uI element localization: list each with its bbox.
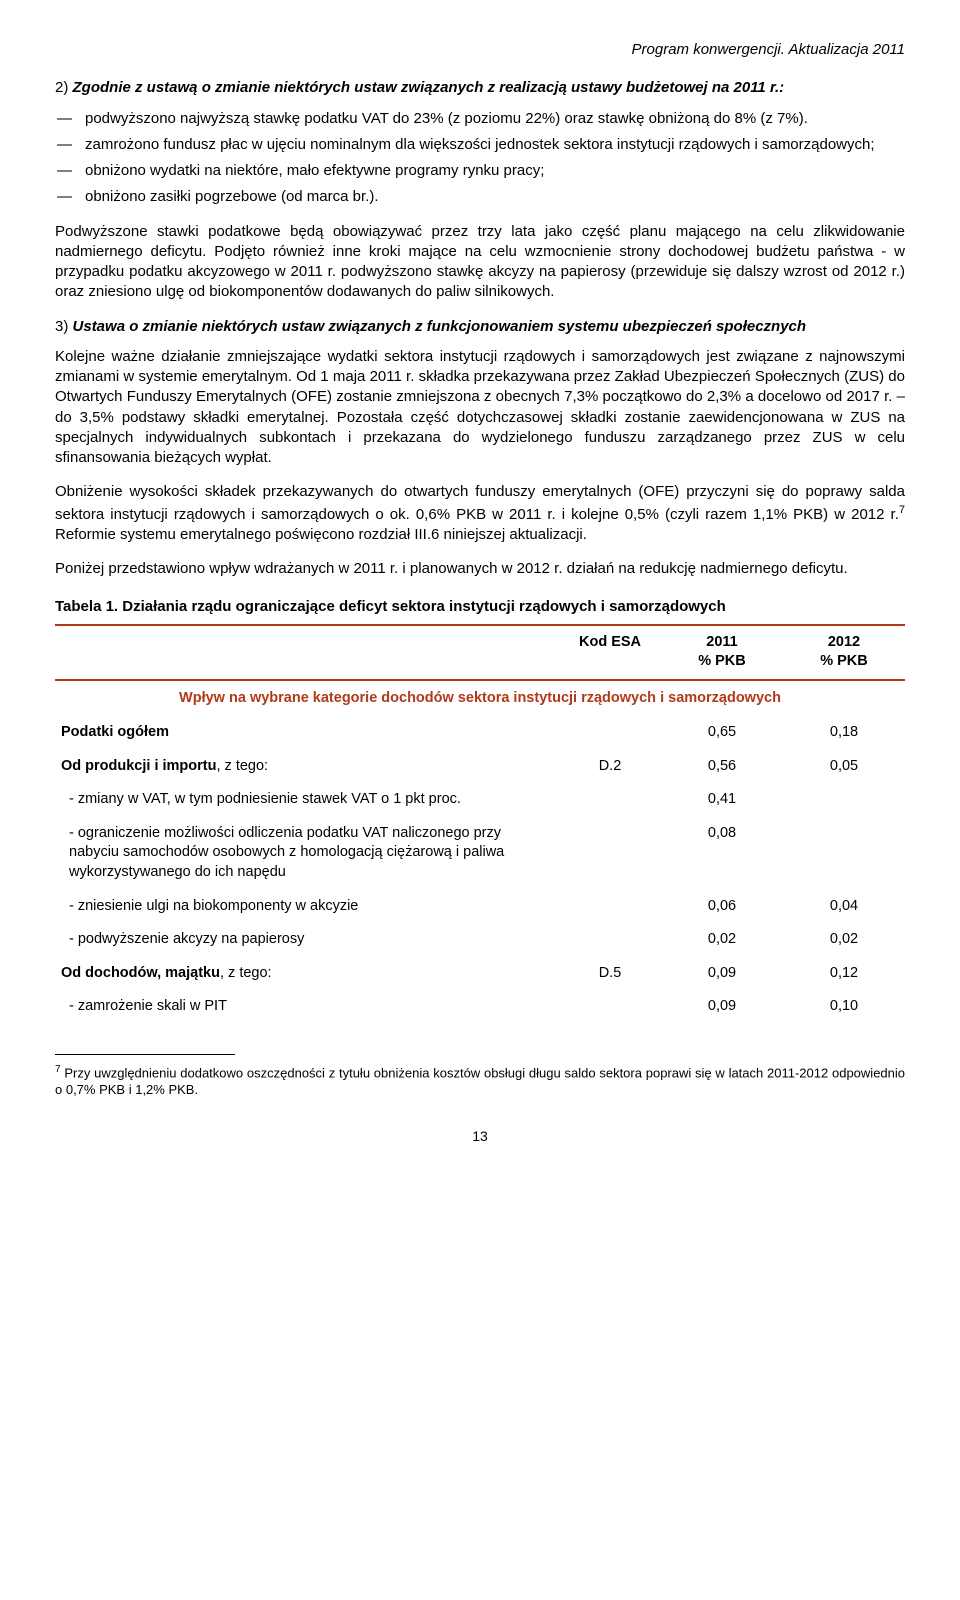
deficit-table-body: Wpływ na wybrane kategorie dochodów sekt…	[55, 681, 905, 1024]
bullet-text: obniżono zasiłki pogrzebowe (od marca br…	[85, 187, 905, 207]
row-y1: 0,41	[661, 783, 783, 817]
row-label: Od produkcji i importu, z tego:	[55, 750, 559, 784]
row-y1: 0,09	[661, 990, 783, 1024]
row-label: Podatki ogółem	[55, 716, 559, 750]
bullet-item: — obniżono wydatki na niektóre, mało efe…	[55, 161, 905, 181]
row-y2: 0,18	[783, 716, 905, 750]
bullet-text: zamrożono fundusz płac w ujęciu nominaln…	[85, 135, 905, 155]
col-2011-unit: % PKB	[667, 652, 777, 672]
row-y2: 0,10	[783, 990, 905, 1024]
col-2012-year: 2012	[789, 633, 899, 653]
row-label: - ograniczenie możliwości odliczenia pod…	[55, 817, 559, 890]
row-label: - zamrożenie skali w PIT	[55, 990, 559, 1024]
bullet-text: obniżono wydatki na niektóre, mało efekt…	[85, 161, 905, 181]
table-subheader-row: Wpływ na wybrane kategorie dochodów sekt…	[55, 681, 905, 717]
row-esa	[559, 923, 661, 957]
col-2011-header: 2011 % PKB	[661, 626, 783, 679]
footnote-ref: 7	[899, 504, 905, 516]
section-2-lead: 2) Zgodnie z ustawą o zmianie niektórych…	[55, 78, 905, 98]
col-esa-header: Kod ESA	[559, 626, 661, 679]
section-3-lead: 3) Ustawa o zmianie niektórych ustaw zwi…	[55, 317, 905, 337]
row-y2: 0,05	[783, 750, 905, 784]
row-y1: 0,08	[661, 817, 783, 890]
row-y1: 0,02	[661, 923, 783, 957]
running-header: Program konwergencji. Aktualizacja 2011	[55, 40, 905, 60]
section-3-title: Ustawa o zmianie niektórych ustaw związa…	[73, 318, 807, 335]
row-esa	[559, 990, 661, 1024]
table-row: - zmiany w VAT, w tym podniesienie stawe…	[55, 783, 905, 817]
section-3-paragraph-3: Poniżej przedstawiono wpływ wdrażanych w…	[55, 559, 905, 579]
table-header-row: Kod ESA 2011 % PKB 2012 % PKB	[55, 626, 905, 679]
table-subheader: Wpływ na wybrane kategorie dochodów sekt…	[55, 681, 905, 717]
footnote-text: Przy uwzględnieniu dodatkowo oszczędnośc…	[55, 1065, 905, 1097]
footnote-separator	[55, 1054, 235, 1055]
section-3-number: 3)	[55, 318, 73, 335]
table-row: - ograniczenie możliwości odliczenia pod…	[55, 817, 905, 890]
row-y2: 0,04	[783, 890, 905, 924]
row-y1: 0,56	[661, 750, 783, 784]
table-row: Od dochodów, majątku, z tego: D.5 0,09 0…	[55, 957, 905, 991]
para2-pre: Obniżenie wysokości składek przekazywany…	[55, 483, 905, 522]
row-esa: D.2	[559, 750, 661, 784]
row-esa	[559, 783, 661, 817]
bullet-dash-icon: —	[55, 161, 85, 181]
row-esa	[559, 890, 661, 924]
row-esa	[559, 817, 661, 890]
row-y2	[783, 783, 905, 817]
row-label: - zniesienie ulgi na biokomponenty w akc…	[55, 890, 559, 924]
table-caption: Tabela 1. Działania rządu ograniczające …	[55, 597, 905, 617]
section-2-paragraph: Podwyższone stawki podatkowe będą obowią…	[55, 222, 905, 303]
bullet-item: — zamrożono fundusz płac w ujęciu nomina…	[55, 135, 905, 155]
row-label: Od dochodów, majątku, z tego:	[55, 957, 559, 991]
table-row: - zniesienie ulgi na biokomponenty w akc…	[55, 890, 905, 924]
section-3-paragraph-1: Kolejne ważne działanie zmniejszające wy…	[55, 347, 905, 469]
col-label-blank	[55, 626, 559, 679]
section-3-paragraph-2: Obniżenie wysokości składek przekazywany…	[55, 482, 905, 545]
row-y2: 0,12	[783, 957, 905, 991]
col-2012-unit: % PKB	[789, 652, 899, 672]
page-number: 13	[55, 1127, 905, 1146]
table-row: Od produkcji i importu, z tego: D.2 0,56…	[55, 750, 905, 784]
row-y1: 0,09	[661, 957, 783, 991]
row-y2: 0,02	[783, 923, 905, 957]
row-y2	[783, 817, 905, 890]
row-label: - zmiany w VAT, w tym podniesienie stawe…	[55, 783, 559, 817]
section-2-bullets: — podwyższono najwyższą stawkę podatku V…	[55, 109, 905, 208]
table-row: - zamrożenie skali w PIT 0,09 0,10	[55, 990, 905, 1024]
row-y1: 0,06	[661, 890, 783, 924]
section-2-title: Zgodnie z ustawą o zmianie niektórych us…	[73, 79, 785, 96]
table-row: Podatki ogółem 0,65 0,18	[55, 716, 905, 750]
bullet-item: — podwyższono najwyższą stawkę podatku V…	[55, 109, 905, 129]
bullet-dash-icon: —	[55, 135, 85, 155]
row-esa: D.5	[559, 957, 661, 991]
bullet-dash-icon: —	[55, 109, 85, 129]
bullet-text: podwyższono najwyższą stawkę podatku VAT…	[85, 109, 905, 129]
row-y1: 0,65	[661, 716, 783, 750]
section-2-number: 2)	[55, 79, 73, 96]
table-row: - podwyższenie akcyzy na papierosy 0,02 …	[55, 923, 905, 957]
row-esa	[559, 716, 661, 750]
para2-post: Reformie systemu emerytalnego poświęcono…	[55, 526, 587, 543]
bullet-item: — obniżono zasiłki pogrzebowe (od marca …	[55, 187, 905, 207]
col-2012-header: 2012 % PKB	[783, 626, 905, 679]
row-label: - podwyższenie akcyzy na papierosy	[55, 923, 559, 957]
footnote: 7 Przy uwzględnieniu dodatkowo oszczędno…	[55, 1063, 905, 1099]
col-2011-year: 2011	[667, 633, 777, 653]
bullet-dash-icon: —	[55, 187, 85, 207]
deficit-table: Kod ESA 2011 % PKB 2012 % PKB	[55, 626, 905, 679]
